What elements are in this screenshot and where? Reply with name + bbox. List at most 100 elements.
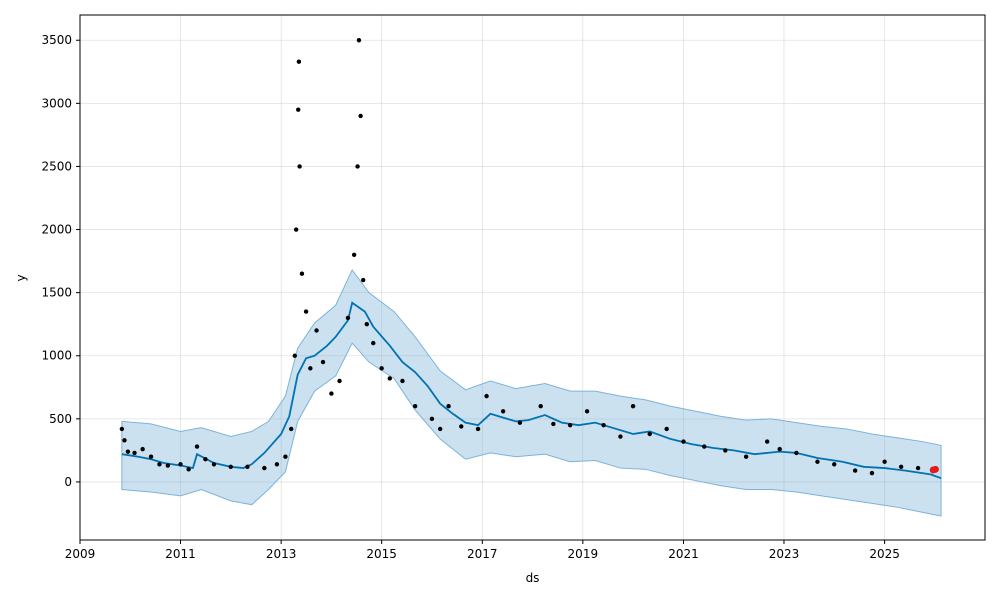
observation-point <box>475 426 481 432</box>
observation-point <box>203 457 208 462</box>
observation-point <box>292 353 297 358</box>
observation-point <box>446 404 451 409</box>
observation-point <box>551 421 556 427</box>
x-tick-label: 2015 <box>366 547 397 561</box>
observation-point <box>274 462 280 467</box>
x-axis-label: ds <box>526 571 540 585</box>
x-tick-label: 2021 <box>668 547 699 561</box>
y-tick-label: 1000 <box>41 349 72 363</box>
observation-point <box>245 464 250 470</box>
observation-point <box>387 376 392 381</box>
forecast-line <box>121 301 942 480</box>
observation-point <box>303 309 309 314</box>
observation-point <box>364 321 369 327</box>
observation-point <box>283 454 288 459</box>
observations-layer <box>119 38 935 476</box>
x-tick-label: 2017 <box>467 547 498 561</box>
observation-point <box>429 416 435 422</box>
observation-point <box>132 450 137 456</box>
observation-point <box>815 459 820 464</box>
observation-point <box>194 444 200 449</box>
x-tick-label: 2011 <box>165 547 196 561</box>
observation-point <box>517 420 523 425</box>
forecast-line-layer <box>121 301 942 480</box>
x-tick-label: 2025 <box>869 547 900 561</box>
observation-point <box>361 277 366 283</box>
observation-point <box>355 164 360 169</box>
uncertainty-band-layer <box>121 268 942 517</box>
observation-point <box>289 426 294 432</box>
observation-point <box>869 470 875 476</box>
observation-point <box>314 328 319 333</box>
x-axis-ticks: 2009 2011 2013 2015 2017 2019 2021 2023 2025 <box>65 540 900 561</box>
observation-point <box>723 448 728 453</box>
observation-point <box>337 378 342 384</box>
observation-point <box>681 439 686 444</box>
observation-point <box>484 393 489 399</box>
y-tick-label: 3500 <box>41 33 72 47</box>
x-tick-label: 2019 <box>568 547 599 561</box>
observation-point <box>459 424 464 429</box>
highlight-layer <box>929 465 939 474</box>
observation-point <box>148 454 154 459</box>
observation-point <box>500 409 506 414</box>
observation-point <box>296 107 301 112</box>
observation-point <box>157 462 162 467</box>
observation-point <box>320 359 326 365</box>
observation-point <box>898 464 904 470</box>
observation-point <box>371 340 376 346</box>
observation-point <box>379 366 384 371</box>
observation-point <box>437 426 443 432</box>
observation-point <box>764 439 770 444</box>
observation-point <box>293 227 299 232</box>
observation-point <box>567 422 573 428</box>
y-tick-label: 1500 <box>41 286 72 300</box>
observation-point <box>664 426 669 432</box>
observation-point <box>125 449 131 454</box>
y-tick-label: 0 <box>64 475 72 489</box>
observation-point <box>356 38 362 43</box>
observation-point <box>400 378 405 384</box>
observation-point <box>852 468 858 473</box>
observation-point <box>777 446 782 452</box>
observation-point <box>297 164 302 169</box>
y-tick-label: 2000 <box>41 223 72 237</box>
x-tick-label: 2013 <box>266 547 297 561</box>
observation-point <box>122 438 127 443</box>
x-tick-label: 2023 <box>769 547 800 561</box>
observation-point <box>794 450 799 456</box>
observation-point <box>119 426 125 432</box>
observation-point <box>412 404 418 409</box>
highlight-point <box>931 465 939 473</box>
y-axis-label: y <box>14 274 28 281</box>
observation-point <box>165 463 171 468</box>
observation-point <box>308 366 313 371</box>
observation-point <box>262 465 267 471</box>
y-tick-label: 3000 <box>41 96 72 110</box>
observation-point <box>743 454 749 459</box>
observation-point <box>345 315 351 321</box>
observation-point <box>296 59 302 64</box>
observation-point <box>178 462 183 467</box>
observation-point <box>702 444 707 449</box>
plot-frame <box>79 14 986 541</box>
observation-point <box>584 409 590 414</box>
observation-point <box>915 465 921 471</box>
y-axis-ticks: 0 500 1000 1500 2000 2500 3000 3500 <box>41 33 80 489</box>
observation-point <box>601 422 606 428</box>
observation-point <box>832 462 837 467</box>
observation-point <box>140 446 145 452</box>
y-tick-label: 500 <box>49 412 72 426</box>
observation-point <box>211 462 217 467</box>
observation-point <box>358 113 363 119</box>
observation-point <box>618 434 623 439</box>
observation-point <box>299 271 305 276</box>
uncertainty-band <box>121 268 942 517</box>
observation-point <box>882 459 887 464</box>
observation-point <box>186 467 191 472</box>
observation-point <box>630 404 636 409</box>
observation-point <box>228 464 233 470</box>
